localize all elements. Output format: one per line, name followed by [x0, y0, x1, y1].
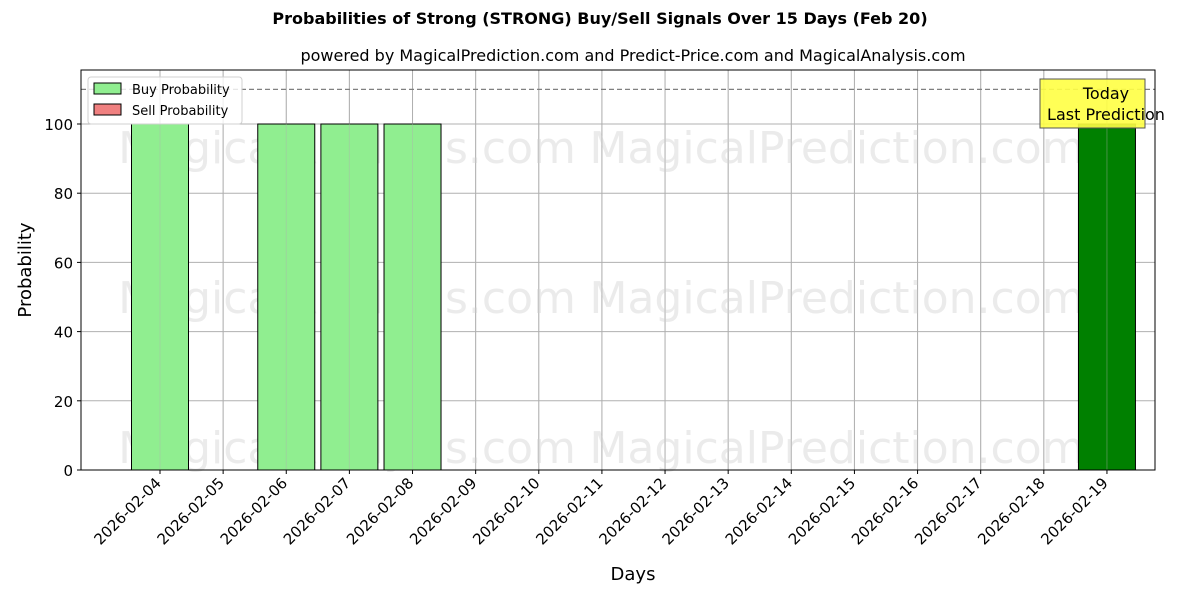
x-tick-label: 2026-02-05 — [154, 474, 228, 548]
y-axis-label: Probability — [15, 222, 36, 317]
y-tick-label: 80 — [54, 185, 73, 203]
y-tick-label: 40 — [54, 324, 73, 342]
x-tick-label: 2026-02-17 — [911, 474, 985, 548]
x-tick-label: 2026-02-18 — [974, 474, 1048, 548]
x-tick-label: 2026-02-15 — [785, 474, 859, 548]
legend-swatch-sell — [93, 103, 122, 116]
x-tick-label: 2026-02-08 — [343, 474, 417, 548]
y-tick-label: 100 — [44, 116, 73, 134]
chart-title: Probabilities of Strong (STRONG) Buy/Sel… — [272, 9, 928, 28]
watermark: MagicalPrediction.com — [590, 123, 1085, 174]
y-tick-label: 0 — [63, 462, 73, 480]
watermark: MagicalPrediction.com — [590, 273, 1085, 324]
today-annotation — [1039, 78, 1146, 129]
axes-frame — [80, 69, 1156, 471]
x-tick-label: 2026-02-14 — [722, 474, 796, 548]
x-tick-label: 2026-02-12 — [595, 474, 669, 548]
bar-buy — [1077, 123, 1136, 471]
x-tick-label: 2026-02-13 — [659, 474, 733, 548]
x-tick-label: 2026-02-04 — [90, 474, 164, 548]
bar-buy — [257, 123, 316, 471]
legend-swatch-buy — [93, 82, 122, 95]
legend-label-sell: Sell Probability — [132, 104, 229, 119]
x-tick-label: 2026-02-09 — [406, 474, 480, 548]
bar-buy — [320, 123, 379, 471]
chart-subtitle: powered by MagicalPrediction.com and Pre… — [300, 46, 966, 65]
x-tick-label: 2026-02-07 — [280, 474, 354, 548]
y-tick-label: 20 — [54, 393, 73, 411]
watermark: MagicalPrediction.com — [590, 423, 1085, 474]
annotation-line1: Today — [1082, 84, 1129, 103]
y-tick-label: 60 — [54, 254, 73, 272]
x-tick-label: 2026-02-16 — [848, 474, 922, 548]
x-tick-label: 2026-02-11 — [532, 474, 606, 548]
legend-label-buy: Buy Probability — [132, 83, 230, 98]
annotation-line2: Last Prediction — [1047, 105, 1165, 124]
bar-buy — [131, 123, 189, 471]
x-tick-label: 2026-02-06 — [217, 474, 291, 548]
x-tick-label: 2026-02-10 — [469, 474, 543, 548]
x-axis-label: Days — [611, 564, 656, 585]
legend — [87, 76, 243, 125]
x-tick-label: 2026-02-19 — [1037, 474, 1111, 548]
